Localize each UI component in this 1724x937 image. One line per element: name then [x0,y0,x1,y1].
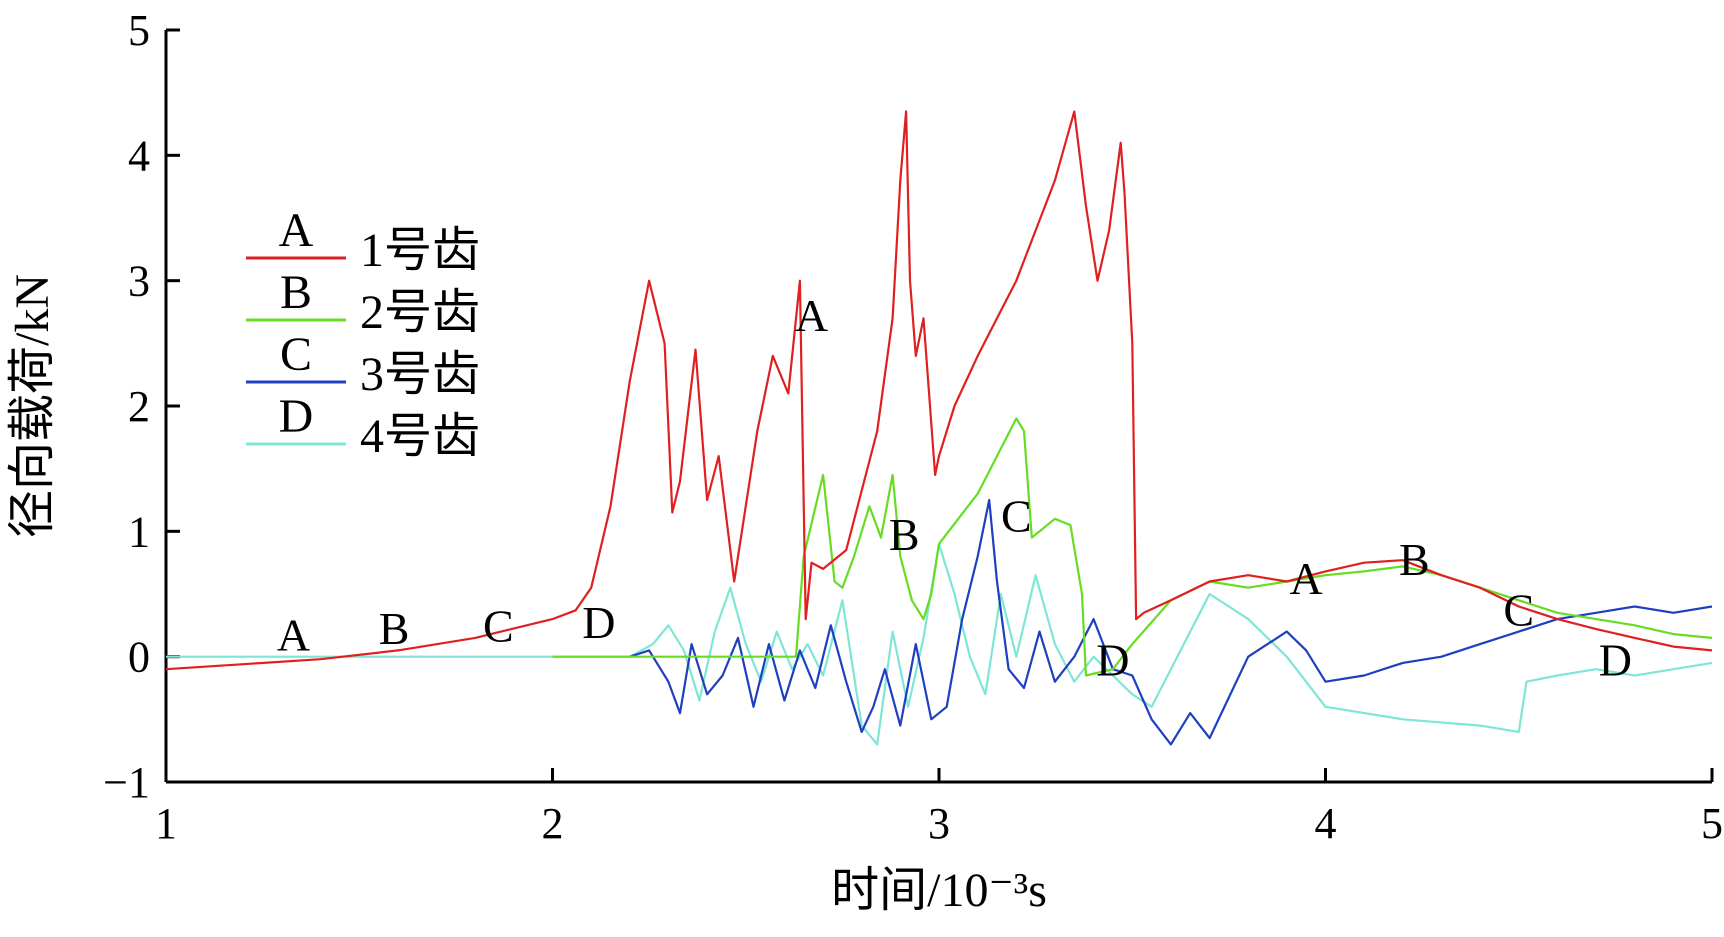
x-tick-label: 2 [542,799,564,848]
annotation-label: A [795,290,828,341]
annotation-label: B [379,603,410,654]
legend-marker: A [279,204,314,257]
annotation-group: A B C DAB CDA BCD [277,290,1632,686]
annotation-label: B [889,509,920,560]
y-tick-label: 3 [128,257,150,306]
legend: A 1号齿 B 2号齿 C 3号齿 D 4号齿 [246,204,480,463]
y-tick-label: 0 [128,633,150,682]
series-group [165,110,1713,746]
annotation-label: D [1096,634,1129,685]
series-line-B [552,417,1713,677]
annotation-label: D [1599,634,1632,685]
legend-label: 2号齿 [360,286,480,339]
y-tick-label: 1 [128,507,150,556]
legend-item: A 1号齿 [246,204,480,277]
legend-label: 4号齿 [360,410,480,463]
y-tick-label: −1 [103,758,150,807]
y-tick-label: 2 [128,382,150,431]
y-axis-title: 径向载荷/kN [6,274,59,538]
legend-item: C 3号齿 [246,328,480,401]
x-tick-label: 3 [928,799,950,848]
series-line-C [629,498,1713,746]
series-line-A [165,110,1713,671]
legend-marker: B [280,266,312,319]
legend-marker: D [279,390,314,443]
x-tick-label: 1 [155,799,177,848]
annotation-label: C [483,601,514,652]
x-axis-title: 时间/10⁻³s [831,864,1047,917]
y-tick-label: 5 [128,6,150,55]
series-line-D [166,542,1713,746]
legend-item: D 4号齿 [246,390,480,463]
axes: 1 2 3 4 5 −1 0 1 2 3 4 5 [103,6,1723,848]
legend-item: B 2号齿 [246,266,480,339]
legend-label: 3号齿 [360,348,480,401]
annotation-label: A [1290,553,1323,604]
annotation-label: C [1001,490,1032,541]
legend-label: 1号齿 [360,224,480,277]
legend-marker: C [280,328,312,381]
annotation-label: C [1503,584,1534,635]
x-tick-label: 4 [1315,799,1337,848]
y-tick-label: 4 [128,131,150,180]
annotation-label: D [582,597,615,648]
annotation-label: B [1399,534,1430,585]
x-tick-label: 5 [1701,799,1723,848]
annotation-label: A [277,609,310,660]
